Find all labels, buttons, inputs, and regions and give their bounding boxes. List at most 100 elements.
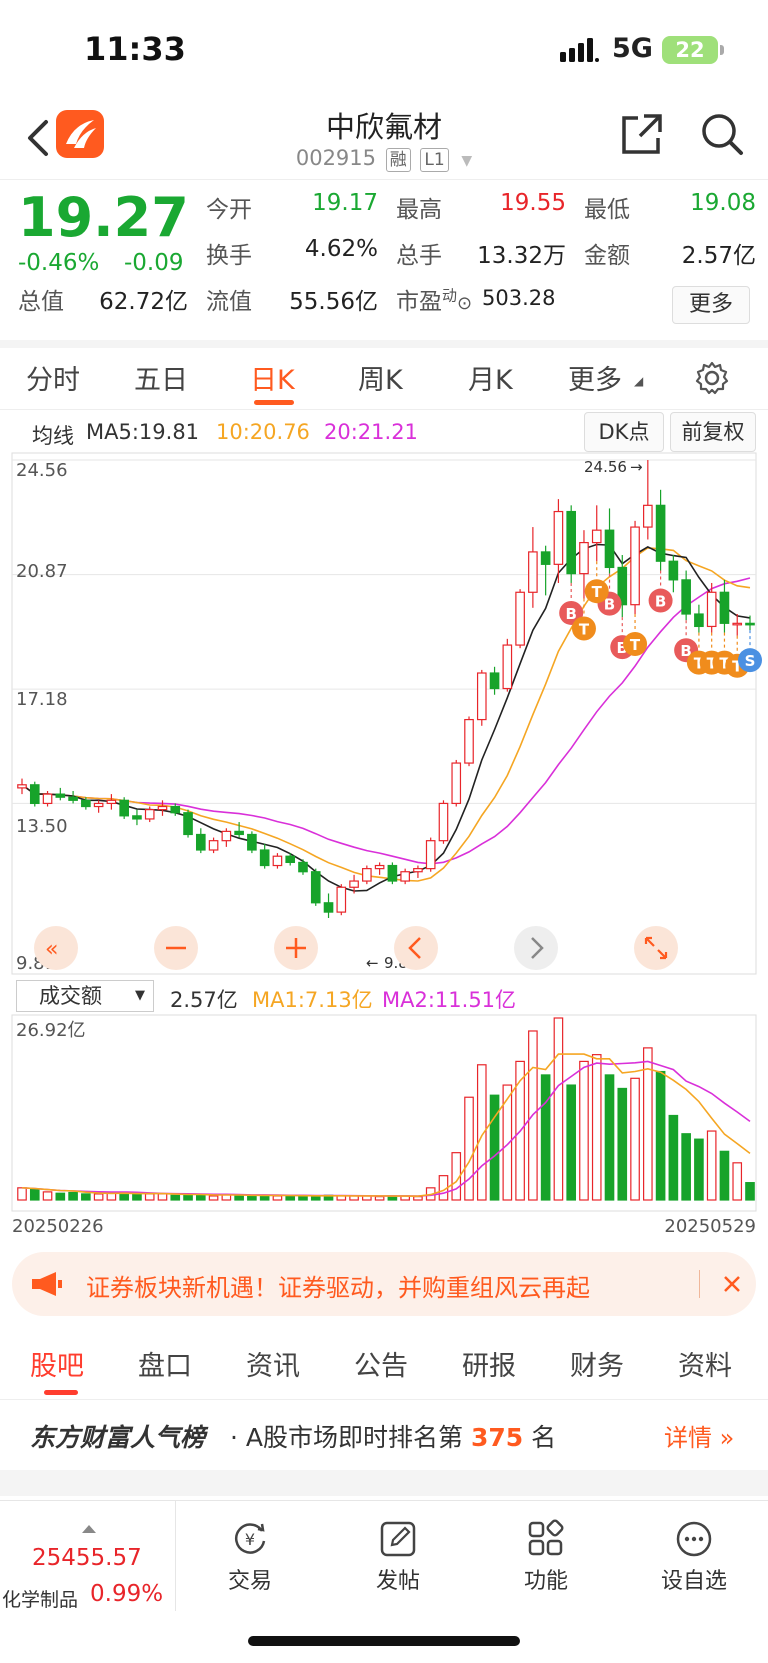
tab-forum[interactable]: 股吧 [30, 1351, 84, 1382]
signal-t-marker [623, 632, 648, 657]
post-button[interactable]: 发帖 [338, 1511, 458, 1611]
tab-five-day[interactable]: 五日 [134, 365, 188, 396]
margin-tag: 融 [385, 148, 411, 172]
tab-news[interactable]: 资讯 [246, 1351, 300, 1382]
sector-change: 0.99% [90, 1581, 164, 1607]
signal-t-label: T [579, 620, 590, 638]
tab-finance[interactable]: 财务 [570, 1351, 624, 1382]
volume-bar-down [681, 1133, 691, 1201]
candle-down [387, 864, 398, 882]
pe-label[interactable]: 市盈动⊙ [396, 282, 472, 316]
volume-bar-down [604, 1074, 615, 1201]
zoom-first-button[interactable] [34, 926, 78, 970]
tab-profile[interactable]: 资料 [678, 1351, 732, 1382]
tab-weekly-k[interactable]: 周K [358, 365, 403, 396]
volume-bar-up [579, 1060, 589, 1201]
candle-up [42, 793, 53, 805]
banner-separator [699, 1270, 700, 1298]
high-label: 最高 [396, 197, 442, 223]
candle-up [476, 672, 487, 721]
trade-button[interactable]: ¥ 交易 [190, 1511, 310, 1611]
low-value: 19.08 [690, 190, 756, 216]
chevron-right-icon [531, 937, 544, 959]
section-gap [0, 1470, 768, 1496]
indicator-select-value: 成交额 [39, 984, 102, 1008]
dk-point-button[interactable]: DK点 [584, 412, 664, 452]
tab-monthly-k[interactable]: 月K [468, 365, 513, 396]
scroll-right-button[interactable] [514, 926, 558, 970]
volume-bar-down [694, 1138, 704, 1201]
rank-detail-link[interactable]: 详情 » [664, 1418, 734, 1453]
app-logo-icon[interactable] [56, 110, 104, 158]
candle-up [157, 805, 168, 811]
add-watchlist-button[interactable]: 设自选 [634, 1511, 754, 1611]
settings-gear-icon[interactable] [694, 360, 730, 396]
signal-b-label: B [604, 596, 615, 614]
back-icon[interactable] [18, 116, 58, 160]
volume-bar-down [310, 1196, 321, 1201]
close-icon[interactable] [712, 1264, 752, 1304]
signal-t-label: T [732, 658, 743, 676]
candle-up [438, 802, 449, 842]
indicator-select[interactable]: 成交额 ▼ [16, 980, 154, 1012]
pe-info-icon[interactable]: ⊙ [457, 293, 473, 314]
candle-down [259, 849, 270, 867]
volume-bar-down [745, 1182, 755, 1201]
volume-bar-up [42, 1191, 53, 1201]
popularity-rank[interactable]: 东方财富人气榜 · A股市场即时排名第 375 名 详情 » [0, 1404, 768, 1468]
more-quote-button[interactable]: 更多 [672, 286, 750, 324]
promo-banner[interactable]: 证券板块新机遇！证券驱动，并购重组风云再起 [12, 1252, 756, 1316]
candle-down [119, 799, 129, 817]
volume-bar-up [630, 1077, 640, 1201]
candle-up [425, 840, 436, 870]
open-label: 今开 [206, 197, 252, 223]
signal-b-label: B [680, 642, 691, 660]
candle-down [285, 855, 296, 864]
rank-number: 375 [470, 1423, 524, 1452]
candle-up [106, 799, 117, 805]
volume-chart[interactable]: 26.92亿 20250226 20250529 [0, 1014, 768, 1244]
scroll-left-button[interactable] [394, 926, 438, 970]
candle-up [464, 718, 474, 764]
trade-label: 交易 [227, 1569, 272, 1594]
tab-orderbook[interactable]: 盘口 [138, 1351, 192, 1382]
active-tab-indicator [44, 1390, 78, 1395]
volume-bar-up [643, 1047, 653, 1201]
tab-research[interactable]: 研报 [462, 1351, 516, 1382]
ma5-line [21, 543, 751, 892]
candle-up [643, 504, 653, 528]
candle-down [183, 812, 193, 836]
turnover-label: 换手 [206, 243, 252, 269]
tab-announcements[interactable]: 公告 [354, 1351, 408, 1382]
share-icon[interactable] [620, 112, 664, 156]
volume-bar-up [553, 1017, 564, 1201]
change-amount: -0.09 [124, 250, 184, 276]
double-chevron-left-icon: « [45, 937, 58, 962]
sector-index[interactable]: 25455.57 化学制品 0.99% [0, 1501, 176, 1611]
tab-intraday[interactable]: 分时 [26, 365, 80, 396]
low-label: 最低 [584, 197, 630, 223]
signal-t-label: T [630, 636, 641, 654]
candle-up [451, 762, 462, 805]
tab-more[interactable]: 更多 [568, 365, 622, 396]
y-axis-tick-2: 20.87 [16, 561, 68, 582]
fullscreen-button[interactable] [634, 926, 678, 970]
total-cap-value: 62.72亿 [99, 289, 188, 315]
signal-t-label: T [694, 655, 705, 673]
stock-code-row[interactable]: 002915 融 L1 ▼ [0, 146, 768, 172]
candle-down [247, 833, 257, 851]
float-cap-label: 流值 [206, 289, 252, 315]
search-icon[interactable] [700, 112, 744, 156]
functions-button[interactable]: 功能 [486, 1511, 606, 1611]
candle-down [604, 529, 615, 569]
candle-down [310, 871, 321, 904]
candle-down [668, 560, 679, 581]
candle-down [132, 815, 142, 820]
candle-down [489, 672, 500, 690]
signal-b-label: B [565, 605, 576, 623]
volume-bar-up [157, 1193, 168, 1201]
tab-daily-k[interactable]: 日K [250, 365, 295, 396]
volume-bar-down [489, 1094, 500, 1201]
adjust-button[interactable]: 前复权 [670, 412, 756, 452]
